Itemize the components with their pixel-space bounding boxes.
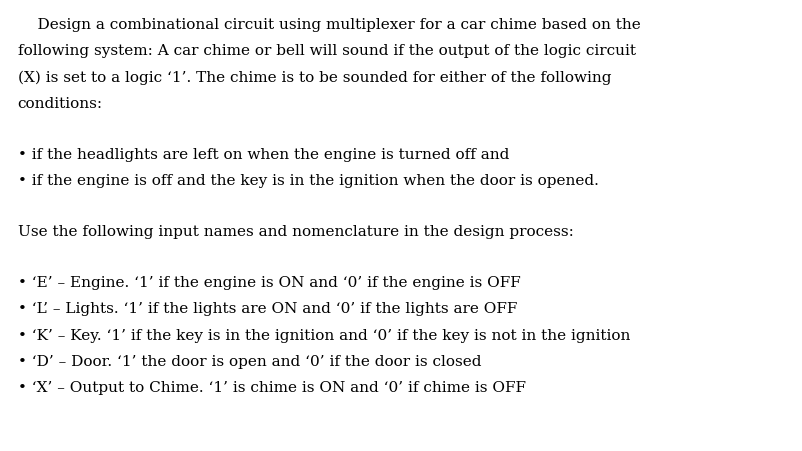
Text: • ‘L’ – Lights. ‘1’ if the lights are ON and ‘0’ if the lights are OFF: • ‘L’ – Lights. ‘1’ if the lights are ON… xyxy=(18,302,516,316)
Text: • ‘D’ – Door. ‘1’ the door is open and ‘0’ if the door is closed: • ‘D’ – Door. ‘1’ the door is open and ‘… xyxy=(18,354,480,368)
Text: Design a combinational circuit using multiplexer for a car chime based on the: Design a combinational circuit using mul… xyxy=(18,18,640,32)
Text: • ‘E’ – Engine. ‘1’ if the engine is ON and ‘0’ if the engine is OFF: • ‘E’ – Engine. ‘1’ if the engine is ON … xyxy=(18,276,520,290)
Text: • if the engine is off and the key is in the ignition when the door is opened.: • if the engine is off and the key is in… xyxy=(18,174,597,188)
Text: following system: A car chime or bell will sound if the output of the logic circ: following system: A car chime or bell wi… xyxy=(18,44,635,58)
Text: • if the headlights are left on when the engine is turned off and: • if the headlights are left on when the… xyxy=(18,147,508,161)
Text: (X) is set to a logic ‘1’. The chime is to be sounded for either of the followin: (X) is set to a logic ‘1’. The chime is … xyxy=(18,70,610,85)
Text: Use the following input names and nomenclature in the design process:: Use the following input names and nomenc… xyxy=(18,225,573,239)
Text: conditions:: conditions: xyxy=(18,97,103,110)
Text: • ‘X’ – Output to Chime. ‘1’ is chime is ON and ‘0’ if chime is OFF: • ‘X’ – Output to Chime. ‘1’ is chime is… xyxy=(18,380,525,394)
Text: • ‘K’ – Key. ‘1’ if the key is in the ignition and ‘0’ if the key is not in the : • ‘K’ – Key. ‘1’ if the key is in the ig… xyxy=(18,328,630,342)
